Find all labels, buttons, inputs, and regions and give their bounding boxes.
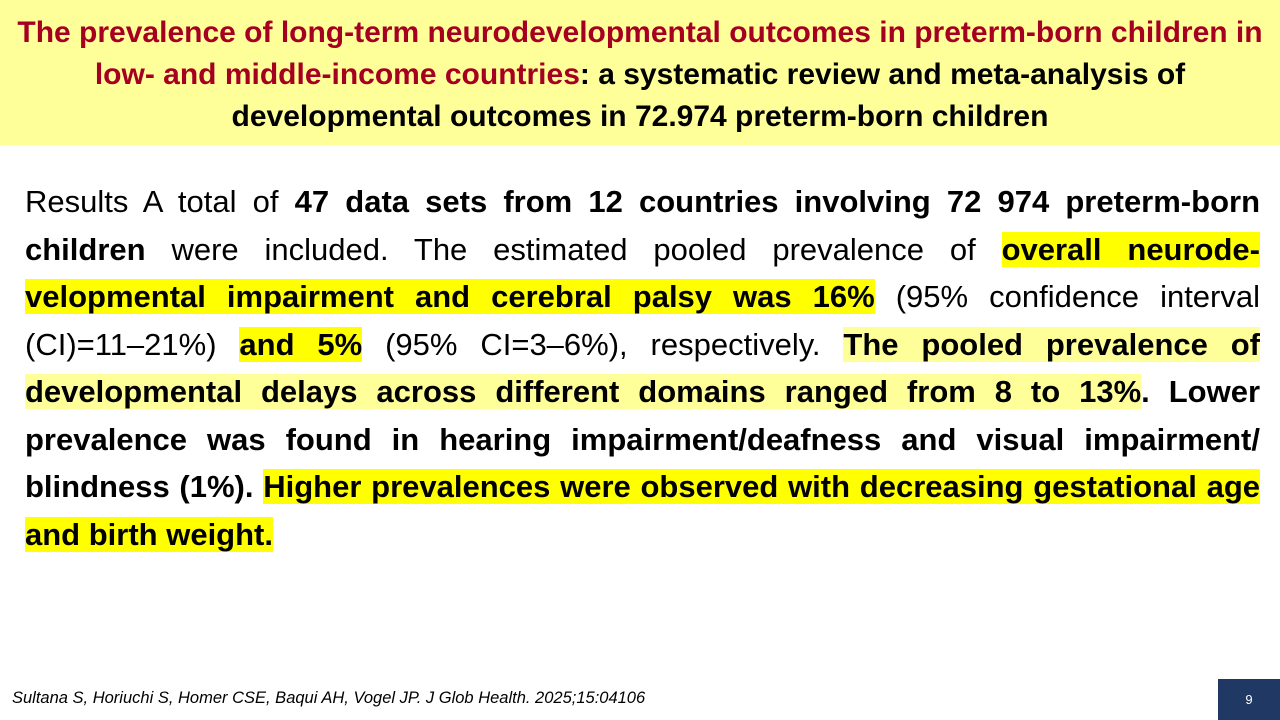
results-bold-lower-prevalence: . Lower prevalence was found in hearing … bbox=[25, 374, 1261, 504]
page-number: 9 bbox=[1245, 692, 1253, 707]
highlight-cp-5: and 5% bbox=[239, 326, 363, 362]
title-red-text: The prevalence of long-term neurodevelop… bbox=[17, 16, 1263, 91]
results-bold-datasets: 47 data sets from 12 countries involving… bbox=[25, 184, 1261, 267]
citation: Sultana S, Horiuchi S, Homer CSE, Baqui … bbox=[12, 689, 646, 707]
results-text-2: were included. The estimated pooled prev… bbox=[145, 231, 1002, 267]
page-number-badge: 9 bbox=[1218, 679, 1280, 720]
results-text-3: (95% confidence interval (CI)=11–21%) bbox=[25, 279, 1260, 362]
results-paragraph: Results A total of 47 data sets from 12 … bbox=[25, 178, 1261, 558]
title-black-text: : a systematic review and meta-analysis … bbox=[231, 58, 1186, 133]
results-text-1: Results A total of bbox=[25, 184, 295, 219]
results-text-4: (95% CI=3–6%), respectively. bbox=[362, 326, 844, 362]
slide-title: The prevalence of long-term neurodevelop… bbox=[0, 0, 1280, 145]
